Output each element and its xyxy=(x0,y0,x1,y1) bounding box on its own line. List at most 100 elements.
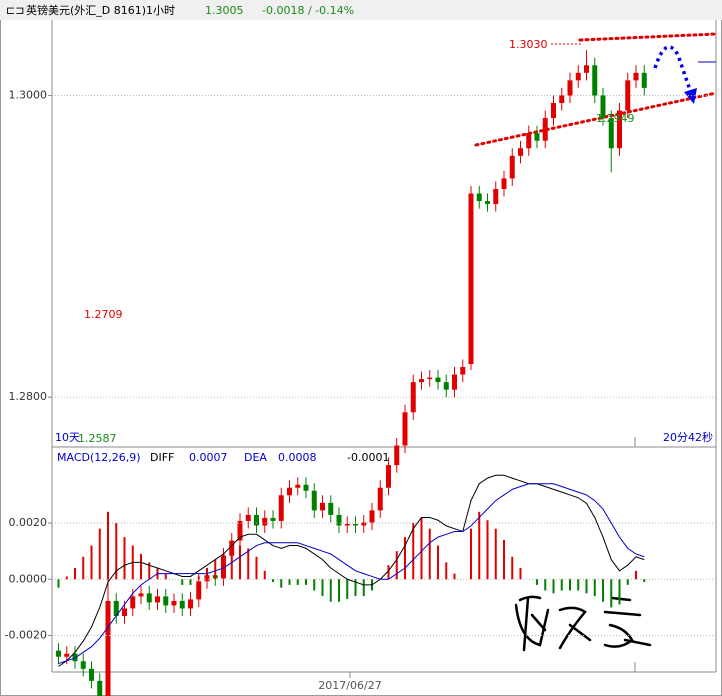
candle-body xyxy=(435,377,441,383)
candle-body xyxy=(105,600,111,696)
histogram-bar xyxy=(288,579,291,585)
histogram-bar xyxy=(387,565,390,580)
candle-body xyxy=(485,201,490,205)
candle-body xyxy=(262,517,268,526)
candle-body xyxy=(113,600,119,616)
candle-body xyxy=(369,510,375,523)
y-tick-label: 1.3000 xyxy=(9,88,48,101)
candle-body xyxy=(179,600,185,609)
macd-line xyxy=(58,483,645,665)
histogram-bar xyxy=(618,579,621,605)
histogram-bar xyxy=(445,562,448,580)
histogram-bar xyxy=(280,579,283,588)
histogram-bar xyxy=(321,579,324,597)
candle-body xyxy=(361,522,367,526)
legend-label: DEA xyxy=(244,451,267,464)
histogram-bar xyxy=(478,511,481,580)
histogram-bar xyxy=(123,537,126,580)
candle-body xyxy=(229,540,235,556)
candle-body xyxy=(509,155,515,179)
candle-body xyxy=(542,118,548,141)
histogram-bar xyxy=(569,579,571,591)
header-icon: ⊏⊐ xyxy=(6,4,24,17)
candle-body xyxy=(344,523,350,526)
candle-body xyxy=(278,495,284,521)
candle-body xyxy=(452,374,457,390)
histogram-bar xyxy=(536,579,538,585)
histogram-bar xyxy=(428,528,431,580)
drawn-annotations xyxy=(474,32,718,652)
histogram-bar xyxy=(643,579,646,583)
y-tick-label: 1.2800 xyxy=(9,390,48,403)
histogram-bar xyxy=(148,562,151,580)
histogram-bar xyxy=(511,556,514,580)
histogram-bar xyxy=(519,568,522,580)
histogram-bar xyxy=(140,553,142,580)
trend-line xyxy=(578,32,718,42)
header-bar xyxy=(0,0,722,20)
histogram-bar xyxy=(412,523,415,580)
histogram-bar xyxy=(544,579,547,591)
candle-body xyxy=(270,517,276,521)
candle-body xyxy=(402,412,408,446)
candle-body xyxy=(551,102,556,119)
candle-body xyxy=(245,514,251,521)
histogram-bar xyxy=(503,539,505,580)
histogram-bar xyxy=(453,573,456,580)
candle-body xyxy=(600,95,606,119)
histogram-bar xyxy=(65,576,68,580)
histogram-bar xyxy=(272,579,274,583)
histogram-bar xyxy=(255,556,258,580)
header-title: 英镑美元(外汇_D 8161)1小时 xyxy=(26,3,175,17)
candle-body xyxy=(336,514,342,526)
candle-body xyxy=(584,65,589,73)
candle-body xyxy=(592,65,598,96)
candle-body xyxy=(641,72,647,88)
candle-body xyxy=(171,600,177,606)
histogram-bar xyxy=(239,545,241,580)
histogram-bar xyxy=(577,579,580,591)
y-tick-label: 0.0020 xyxy=(9,516,48,529)
histogram-bar xyxy=(296,579,299,585)
macd-title: MACD(12,26,9) xyxy=(57,451,141,464)
candle-body xyxy=(468,193,474,365)
histogram-bar xyxy=(610,579,613,608)
candle-body xyxy=(328,502,334,515)
candle-body xyxy=(617,110,622,149)
histogram-bar xyxy=(263,570,266,580)
candle-body xyxy=(196,581,202,600)
histogram-bar xyxy=(470,528,472,580)
candle-body xyxy=(526,133,532,149)
histogram-bar xyxy=(115,523,118,580)
candle-body xyxy=(254,514,259,526)
histogram-bar xyxy=(585,579,588,594)
histogram-bar xyxy=(57,579,60,588)
candle-body xyxy=(64,653,70,657)
candle-body xyxy=(608,118,614,149)
candle-body xyxy=(122,608,127,616)
candle-body xyxy=(163,596,169,606)
candle-body xyxy=(188,599,193,609)
histogram-bar xyxy=(313,579,316,591)
legend-value: 0.0007 xyxy=(189,451,228,464)
candle-body xyxy=(534,133,540,141)
histogram-bar xyxy=(247,548,250,580)
histogram-bar xyxy=(98,528,101,580)
candle-body xyxy=(386,465,391,488)
histogram-readout: -0.0001 xyxy=(347,451,389,464)
candle-body xyxy=(493,188,499,205)
candle-body xyxy=(377,487,383,511)
histogram-bar xyxy=(486,520,489,580)
candle-body xyxy=(287,487,292,496)
candle-body xyxy=(575,72,581,81)
candle-body xyxy=(138,593,144,597)
trend-line xyxy=(474,91,718,147)
price-annotation: 1.2949 xyxy=(596,112,635,125)
footer-left: 10天 xyxy=(55,431,80,444)
histogram-bar xyxy=(635,570,637,580)
histogram-bar xyxy=(552,579,555,594)
histogram-bar xyxy=(362,579,365,597)
signature xyxy=(514,595,652,652)
